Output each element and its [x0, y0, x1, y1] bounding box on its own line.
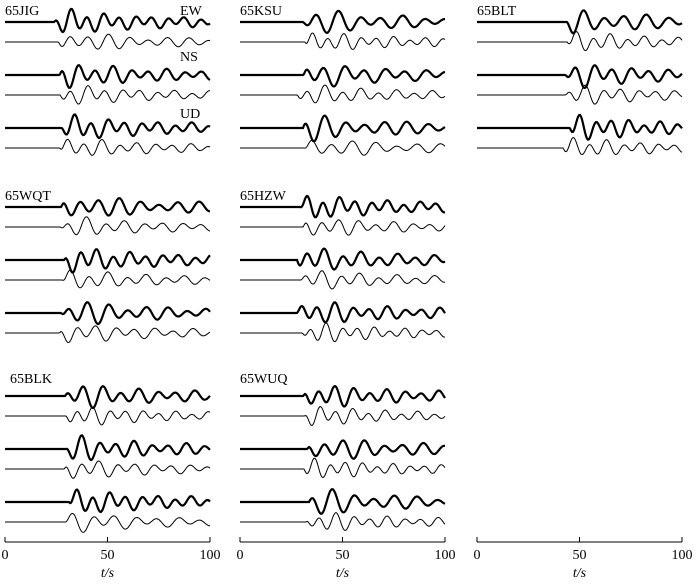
station-label: 65KSU [240, 4, 282, 19]
component-label: UD [180, 107, 200, 122]
x-axis-label: t/s [336, 566, 350, 581]
trace-thick [240, 9, 445, 35]
trace-thick [5, 434, 211, 462]
trace-thick [477, 9, 683, 35]
trace-thin [240, 139, 446, 156]
x-tick-label: 0 [237, 548, 244, 563]
x-axis-label: t/s [101, 566, 115, 581]
trace-thin [5, 325, 211, 344]
station-label: 65WUQ [240, 372, 287, 387]
station-label: 65JIG [5, 4, 39, 19]
trace-thick [240, 301, 446, 324]
x-tick-label: 100 [200, 548, 221, 563]
x-tick-label: 50 [336, 548, 350, 563]
trace-thin [5, 406, 211, 426]
trace-thick [477, 64, 683, 90]
trace-thin [5, 216, 211, 236]
x-axis-label: t/s [573, 566, 587, 581]
trace-thick [240, 384, 446, 408]
component-label: EW [180, 4, 203, 19]
trace-thin [240, 84, 446, 104]
x-tick-label: 100 [672, 548, 693, 563]
trace-thick [5, 63, 211, 89]
trace-thin [5, 33, 211, 50]
trace-thick [5, 384, 211, 410]
station-label: 65WQT [5, 189, 51, 204]
trace-thin [5, 460, 211, 479]
trace-thin [240, 270, 445, 290]
trace-thick [5, 301, 211, 326]
trace-thick [5, 197, 210, 217]
trace-thin [5, 512, 211, 533]
station-label: 65BLT [477, 4, 517, 19]
x-tick-label: 50 [101, 548, 115, 563]
trace-thick [240, 114, 446, 143]
trace-thick [240, 194, 446, 219]
trace-thin [240, 219, 446, 236]
trace-thin [240, 32, 446, 51]
trace-thin [240, 512, 446, 531]
station-label: 65BLK [10, 372, 52, 387]
trace-thick [240, 65, 446, 88]
component-label: NS [180, 50, 198, 65]
x-tick-label: 0 [474, 548, 481, 563]
x-tick-label: 50 [573, 548, 587, 563]
trace-thin [240, 406, 446, 427]
trace-thin [477, 137, 683, 156]
trace-thick [240, 439, 445, 460]
trace-thin [240, 322, 446, 343]
station-label: 65HZW [240, 189, 287, 204]
trace-thin [240, 457, 446, 479]
trace-thick [5, 248, 211, 274]
trace-thick [240, 247, 446, 271]
trace-thick [5, 7, 211, 34]
trace-thin [5, 138, 211, 156]
trace-thin [477, 84, 683, 105]
trace-thick [477, 113, 683, 141]
x-tick-label: 0 [2, 548, 9, 563]
trace-thin [5, 85, 210, 105]
trace-thick [5, 113, 211, 140]
trace-thin [477, 31, 683, 51]
trace-thick [5, 488, 211, 514]
trace-thin [5, 269, 211, 289]
trace-thick [240, 488, 446, 516]
x-tick-label: 100 [435, 548, 456, 563]
